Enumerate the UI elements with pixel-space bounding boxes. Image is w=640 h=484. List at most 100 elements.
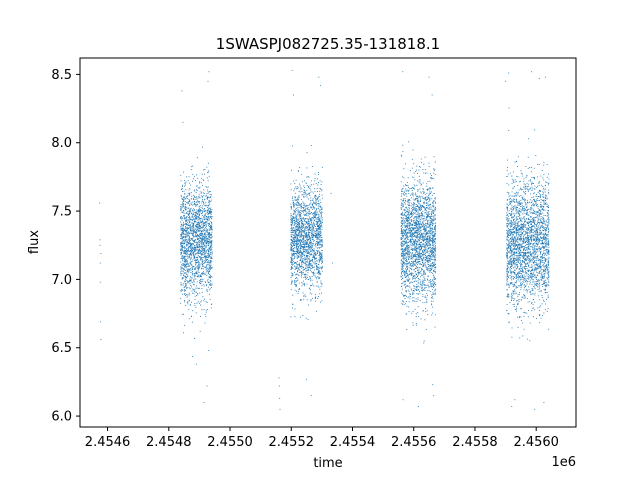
data-point [297, 213, 299, 215]
data-point [307, 276, 309, 278]
data-point [183, 263, 185, 265]
data-point [185, 283, 187, 285]
data-point [435, 242, 437, 244]
data-point [318, 233, 319, 235]
data-point [319, 225, 320, 227]
data-point [204, 261, 206, 263]
data-point [423, 218, 425, 220]
data-point [193, 231, 195, 233]
data-point [307, 234, 309, 235]
data-point [210, 248, 212, 250]
data-point [417, 244, 419, 246]
data-point [203, 228, 205, 230]
data-point [203, 308, 205, 310]
data-point [308, 211, 310, 212]
data-point [195, 234, 197, 236]
data-point [188, 194, 190, 196]
data-point [195, 261, 197, 263]
data-point [195, 287, 197, 289]
data-point [192, 173, 194, 175]
data-point [421, 213, 423, 215]
data-point [199, 245, 201, 247]
data-point [313, 253, 315, 255]
data-point [305, 205, 307, 207]
data-point [307, 225, 309, 227]
data-point [296, 248, 298, 249]
data-point [418, 285, 419, 287]
data-point [192, 244, 194, 246]
data-point [428, 241, 429, 243]
data-point [321, 268, 323, 270]
data-point [182, 237, 183, 239]
data-point [206, 243, 208, 245]
data-point [293, 227, 295, 229]
data-point [196, 273, 197, 275]
data-point [402, 265, 404, 267]
data-point [180, 302, 182, 304]
data-point [431, 267, 433, 269]
data-point [426, 257, 428, 259]
data-point [412, 311, 414, 313]
data-point [209, 232, 211, 233]
data-point [313, 203, 315, 205]
data-point [317, 247, 318, 249]
data-point [300, 247, 302, 249]
data-point [433, 262, 435, 264]
data-point [300, 250, 302, 252]
data-point [291, 229, 293, 231]
data-point [417, 269, 419, 271]
data-point [297, 243, 299, 245]
data-point [205, 224, 207, 225]
data-point [298, 222, 300, 224]
data-point [205, 251, 207, 252]
data-point [185, 284, 187, 286]
data-point [313, 220, 315, 222]
data-point [202, 279, 204, 281]
data-point [319, 190, 321, 192]
data-point [304, 209, 306, 211]
data-point [414, 235, 416, 237]
data-point [314, 232, 316, 234]
data-point [313, 201, 315, 203]
data-point [312, 271, 314, 273]
data-point [412, 273, 414, 275]
data-point [426, 207, 428, 209]
data-point [185, 208, 187, 210]
data-point [190, 242, 192, 244]
data-point [415, 223, 416, 225]
data-point [291, 280, 293, 282]
data-point [188, 255, 190, 257]
data-point [205, 222, 207, 224]
data-point [210, 264, 212, 266]
data-point [424, 233, 426, 235]
data-point [421, 161, 422, 163]
data-point [183, 255, 185, 257]
data-point [298, 282, 300, 284]
data-point [428, 287, 430, 289]
data-point [187, 301, 189, 303]
data-point [417, 189, 419, 191]
data-point [427, 255, 429, 256]
data-point [433, 269, 434, 271]
data-point [403, 214, 405, 216]
data-point [411, 188, 413, 190]
data-point [315, 217, 317, 219]
data-point [419, 208, 421, 210]
data-point [407, 232, 408, 234]
data-point [432, 253, 433, 255]
data-point [321, 252, 323, 254]
data-point [415, 226, 417, 228]
data-point [301, 263, 303, 265]
data-point [430, 240, 432, 242]
data-point [310, 250, 312, 252]
data-point [300, 250, 301, 252]
data-point [209, 211, 211, 213]
data-point [434, 232, 436, 234]
data-point [184, 251, 185, 253]
data-point [182, 227, 183, 229]
data-point [193, 279, 194, 281]
data-point [418, 181, 420, 183]
data-point [294, 236, 296, 238]
data-point [320, 238, 322, 240]
data-point [314, 194, 316, 196]
